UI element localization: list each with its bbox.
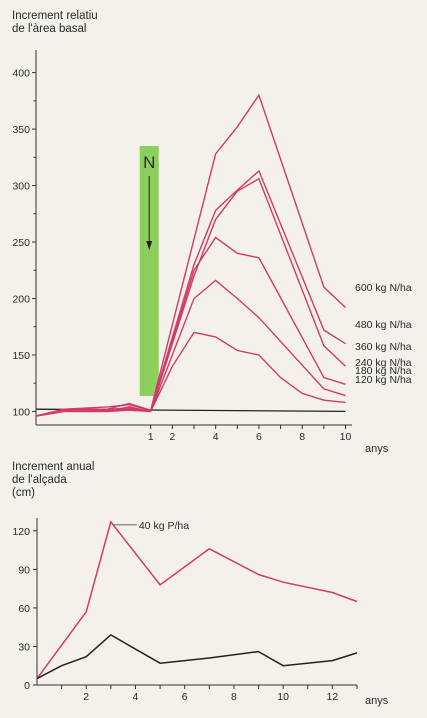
series-end-label: 240 kg N/ha [355, 357, 412, 369]
top-x-tick-label: 2 [169, 431, 175, 443]
bottom-x-tick-label: 8 [231, 691, 237, 703]
bottom-y-tick-label: 0 [24, 680, 30, 692]
nitrogen-arrow-head [146, 241, 153, 250]
top-y-tick-label: 400 [12, 68, 30, 80]
top-chart-series [35, 93, 346, 417]
top-x-tick-label: 4 [213, 431, 219, 443]
bottom-chart-x-axis-label: anys [365, 695, 389, 707]
series-line [35, 169, 346, 417]
series-line [36, 520, 358, 680]
series-end-label: 180 kg N/ha [355, 365, 412, 377]
bottom-chart-series [36, 520, 358, 680]
series-end-label: 360 kg N/ha [355, 341, 412, 353]
top-y-tick-label: 250 [12, 237, 30, 249]
top-y-tick-label: 100 [12, 406, 30, 418]
bottom-x-tick-label: 4 [133, 691, 139, 703]
fertilization-band: N [139, 146, 159, 396]
series-end-label: 120 kg N/ha [355, 374, 412, 386]
bottom-y-tick-label: 90 [18, 564, 30, 576]
series-line [35, 93, 346, 417]
top-chart-title-line-1: Increment relatiu [12, 10, 98, 22]
top-y-tick-label: 200 [12, 293, 30, 305]
bottom-y-tick-label: 60 [18, 603, 30, 615]
bottom-chart-title-line-2: de l'alçada [12, 474, 67, 486]
series-line [35, 279, 346, 417]
top-chart-legend: 600 kg N/ha 480 kg N/ha 360 kg N/ha 240 kg … [355, 282, 412, 386]
series-label: 40 kg P/ha [139, 520, 189, 532]
bottom-y-tick-label: 120 [12, 526, 30, 538]
top-x-tick-label: 10 [340, 431, 352, 443]
bottom-x-tick-label: 2 [83, 691, 89, 703]
top-y-tick-label: 300 [12, 181, 30, 193]
basal-area-chart: Increment relatiu de l'àrea basal N 1001… [12, 10, 412, 455]
top-x-tick-label: 1 [148, 431, 154, 443]
top-chart-axes: 100 150 200 250 300 350 400 1 2 4 6 8 10 [12, 50, 352, 443]
top-x-tick-label: 6 [256, 431, 262, 443]
bottom-chart-axes: 0 30 60 90 120 2 4 6 8 10 12 [12, 518, 358, 703]
top-chart-x-axis-label: anys [365, 443, 389, 455]
bottom-x-tick-label: 6 [182, 691, 188, 703]
bottom-x-tick-label: 12 [327, 691, 339, 703]
bottom-chart-labels: 40 kg P/ha [113, 520, 189, 532]
series-end-label: 600 kg N/ha [355, 282, 412, 294]
bottom-chart-title-line-1: Increment anual [12, 461, 94, 473]
top-x-tick-label: 8 [299, 431, 305, 443]
bottom-x-tick-label: 10 [277, 691, 289, 703]
bottom-chart-title-line-3: (cm) [12, 487, 35, 499]
series-line [35, 236, 346, 417]
top-chart-title-line-2: de l'àrea basal [12, 23, 86, 35]
height-increment-chart: Increment anual de l'alçada (cm) 0 30 60 90… [12, 461, 389, 707]
series-line [36, 633, 358, 680]
series-line [35, 331, 346, 417]
nitrogen-label: N [143, 153, 155, 172]
top-y-tick-label: 350 [12, 124, 30, 136]
top-y-tick-label: 150 [12, 350, 30, 362]
nitrogen-application-bar [139, 146, 159, 396]
bottom-y-tick-label: 30 [18, 641, 30, 653]
series-end-label: 480 kg N/ha [355, 319, 412, 331]
